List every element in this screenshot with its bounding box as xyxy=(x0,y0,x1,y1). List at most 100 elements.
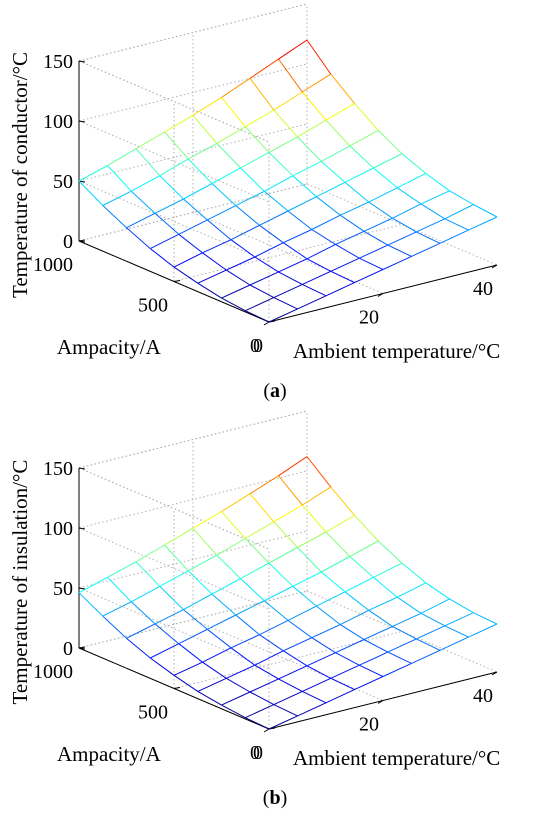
surface-mesh-line xyxy=(354,269,384,284)
surface-mesh-line xyxy=(335,652,360,666)
surface-mesh-line xyxy=(192,527,218,556)
surface-mesh-line xyxy=(373,153,403,169)
surface-mesh-line xyxy=(311,229,336,245)
surface-mesh-line xyxy=(150,657,175,676)
z-tick-label: 50 xyxy=(53,578,73,600)
surface-mesh-line xyxy=(278,39,308,60)
surface-mesh-line xyxy=(263,600,289,621)
surface-mesh-line xyxy=(316,605,341,625)
surface-mesh-line xyxy=(416,625,446,640)
surface-mesh-line xyxy=(325,531,351,557)
surface-mesh-line xyxy=(183,183,213,200)
surface-mesh-line xyxy=(268,308,298,323)
surface-mesh-line xyxy=(150,643,180,659)
surface-mesh-line xyxy=(221,704,246,719)
surface-mesh-line xyxy=(397,187,422,205)
gridline-x-floor xyxy=(306,590,498,673)
surface-mesh-line xyxy=(131,585,161,603)
surface-mesh-line xyxy=(373,167,398,189)
surface-mesh-line xyxy=(78,180,104,206)
surface-mesh-line xyxy=(330,270,355,284)
surface-mesh-line xyxy=(368,596,398,611)
surface-mesh-line xyxy=(107,148,137,166)
surface-mesh-line xyxy=(416,218,446,233)
surface-mesh-line xyxy=(387,231,417,246)
z-tick-label: 50 xyxy=(53,171,73,193)
surface-mesh-line xyxy=(302,486,332,506)
surface-mesh-line xyxy=(330,677,355,691)
x-tick xyxy=(377,293,384,297)
surface-mesh-line xyxy=(344,181,370,203)
surface-mesh-line xyxy=(297,547,322,573)
surface-mesh-line xyxy=(287,196,317,212)
surface-mesh-line xyxy=(164,114,194,133)
surface-mesh-line xyxy=(259,634,284,652)
surface-mesh-line xyxy=(254,256,279,273)
surface-mesh-line xyxy=(268,715,298,730)
surface-mesh-line xyxy=(159,585,184,610)
surface-mesh-line xyxy=(268,136,298,153)
surface-mesh-line xyxy=(311,214,341,230)
gridline-z-left xyxy=(78,180,270,263)
surface-mesh-line xyxy=(249,58,279,79)
surface-mesh-line xyxy=(316,196,341,216)
x-tick-label: 0 xyxy=(250,742,260,764)
y-tick-label: 500 xyxy=(138,295,168,317)
x-tick-label: 0 xyxy=(250,335,260,357)
surface-mesh-line xyxy=(444,612,474,627)
surface-mesh-line xyxy=(311,637,336,654)
surface-mesh-line xyxy=(221,297,246,312)
surface-mesh-line xyxy=(202,647,232,663)
surface-mesh-line xyxy=(377,540,403,564)
surface-mesh-line xyxy=(359,664,384,677)
surface-mesh-line xyxy=(202,252,227,271)
surface-mesh-line xyxy=(259,619,289,636)
surface-mesh-line xyxy=(302,73,332,93)
surface-mesh-line xyxy=(107,576,132,603)
surface-mesh-line xyxy=(221,284,251,299)
surface-mesh-line xyxy=(154,198,184,214)
surface-mesh-line xyxy=(321,556,351,573)
caption-a-label: a xyxy=(270,380,280,402)
surface-mesh-line xyxy=(230,647,256,666)
x-tick xyxy=(377,700,384,704)
surface-mesh-line xyxy=(283,650,308,667)
surface-mesh-line xyxy=(268,152,294,177)
surface-mesh-line xyxy=(192,114,218,144)
surface-mesh-line xyxy=(226,677,251,693)
surface-mesh-line xyxy=(401,153,427,174)
surface-mesh-line xyxy=(420,598,450,614)
surface-mesh-line xyxy=(273,690,303,706)
surface-mesh-line xyxy=(207,205,237,221)
surface-mesh-line xyxy=(211,593,237,616)
surface-mesh-line xyxy=(416,638,441,651)
surface-mesh-line xyxy=(206,219,232,241)
surface-mesh-line xyxy=(249,271,279,286)
surface-mesh-line xyxy=(183,609,208,630)
x-tick xyxy=(263,321,270,326)
surface-mesh-line xyxy=(164,544,189,572)
surface-mesh-line xyxy=(173,661,203,676)
surface-mesh-line xyxy=(397,172,427,189)
surface-mesh-line xyxy=(363,217,393,232)
surface-mesh-line xyxy=(154,623,180,645)
gridline-x-floor xyxy=(192,619,384,701)
surface-mesh-line xyxy=(264,585,294,602)
surface-mesh-line xyxy=(268,547,298,564)
surface-mesh-line xyxy=(197,282,222,299)
surface-mesh-line xyxy=(292,160,322,177)
surface-mesh-line xyxy=(230,239,256,258)
surface-mesh-line xyxy=(297,295,327,310)
surface-mesh-line xyxy=(159,570,189,587)
surface-mesh-line xyxy=(344,167,374,183)
surface-mesh-line xyxy=(301,91,327,121)
surface-mesh-line xyxy=(425,172,450,192)
surface-mesh-line xyxy=(268,562,294,587)
z-tick xyxy=(78,240,86,243)
surface-mesh-line xyxy=(211,167,241,184)
surface-mesh-line xyxy=(244,126,270,153)
surface-mesh-line xyxy=(340,214,365,232)
surface-mesh-line xyxy=(126,227,151,249)
surface-mesh-line xyxy=(126,623,156,639)
